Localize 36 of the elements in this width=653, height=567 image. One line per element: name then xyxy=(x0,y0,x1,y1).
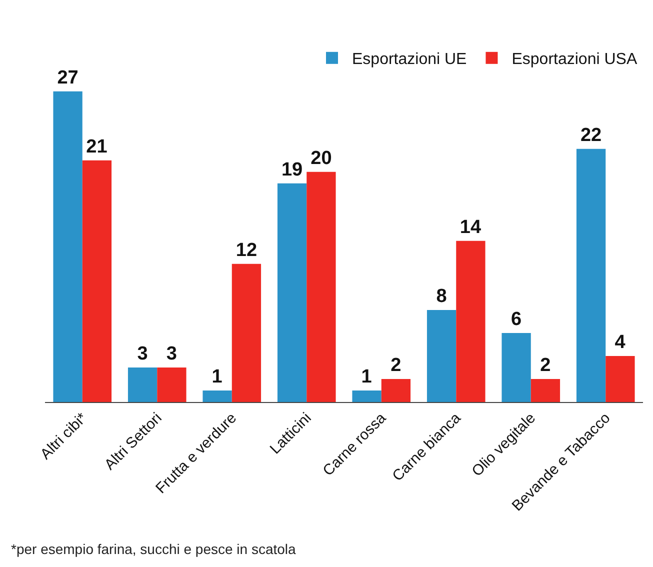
legend-label: Esportazioni USA xyxy=(512,51,638,68)
data-label: 19 xyxy=(281,159,303,180)
bar xyxy=(53,91,82,402)
bar xyxy=(352,390,382,402)
bar xyxy=(202,390,232,402)
bar xyxy=(82,160,112,402)
data-label: 6 xyxy=(511,308,522,330)
data-label: 2 xyxy=(540,354,551,376)
data-label: 2 xyxy=(390,354,402,376)
x-tick-label: Altri cibi* xyxy=(37,410,91,463)
data-label: 3 xyxy=(137,343,148,364)
data-label: 8 xyxy=(436,286,447,307)
bar xyxy=(157,367,186,402)
bar xyxy=(381,378,411,402)
data-label: 3 xyxy=(166,343,177,364)
bar xyxy=(576,148,606,402)
data-label: 27 xyxy=(57,67,78,88)
data-label: 21 xyxy=(86,136,108,158)
data-label: 1 xyxy=(212,366,223,388)
bar xyxy=(232,264,262,402)
bar xyxy=(128,367,158,402)
bar xyxy=(426,310,456,402)
data-label: 20 xyxy=(310,148,332,169)
data-label: 4 xyxy=(614,332,626,353)
data-label: 1 xyxy=(361,366,372,388)
data-label: 22 xyxy=(580,124,602,146)
bar xyxy=(277,183,307,402)
legend-label: Esportazioni UE xyxy=(352,51,467,68)
bar xyxy=(456,240,486,402)
bar xyxy=(502,332,531,402)
bar xyxy=(530,378,560,402)
data-label: 12 xyxy=(236,240,258,261)
data-label: 14 xyxy=(460,216,482,238)
bar xyxy=(606,356,635,402)
bar xyxy=(306,172,336,402)
text: *per esempio farina, succhi e pesce in scatola xyxy=(11,541,296,557)
